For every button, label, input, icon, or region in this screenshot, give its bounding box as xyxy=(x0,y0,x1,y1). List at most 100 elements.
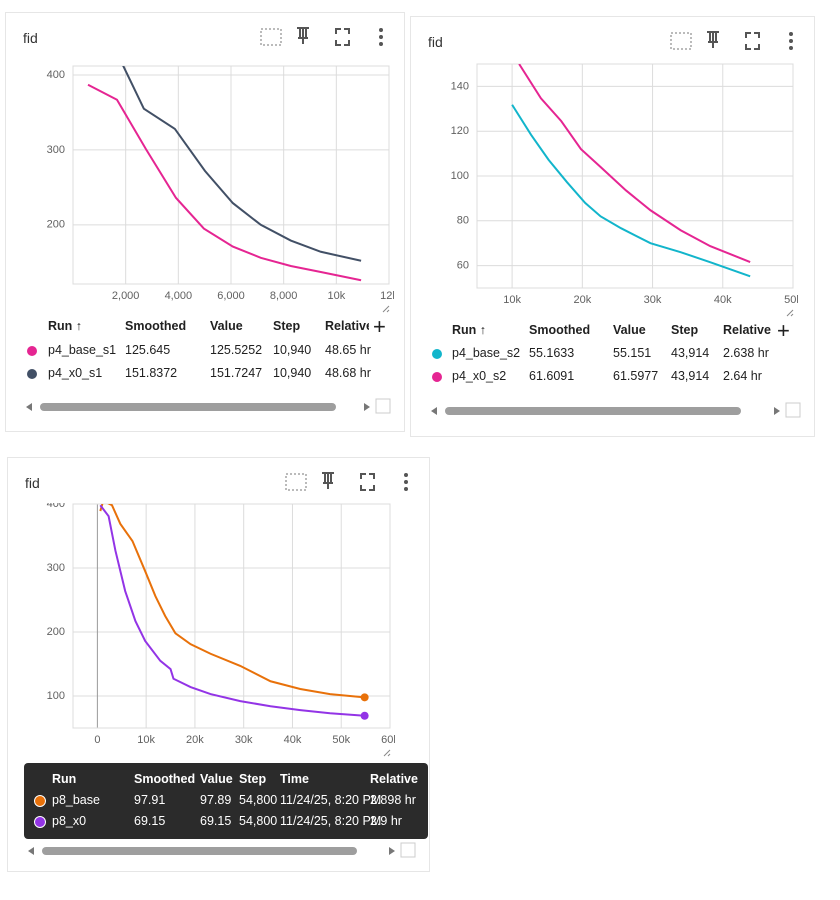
x-tick-label: 40k xyxy=(714,294,732,306)
end-marker xyxy=(360,693,369,702)
x-tick-label: 4,000 xyxy=(165,290,193,302)
menu-icon[interactable] xyxy=(789,46,793,50)
table-cell: 55.151 xyxy=(613,346,652,360)
pin-icon[interactable] xyxy=(297,27,309,44)
legend-dot xyxy=(27,346,37,356)
table-cell: 10,940 xyxy=(273,343,312,357)
pin-icon[interactable] xyxy=(707,31,719,48)
x-tick-label: 50k xyxy=(332,734,350,746)
scroll-right[interactable] xyxy=(364,403,370,411)
x-tick-label: 2,000 xyxy=(112,290,140,302)
tooltip-header: Smoothed xyxy=(134,772,196,786)
scroll-right[interactable] xyxy=(389,847,395,855)
add-column[interactable]: + xyxy=(777,318,790,343)
table-header: Smoothed xyxy=(529,323,591,337)
menu-icon[interactable] xyxy=(404,473,408,477)
fit-icon[interactable] xyxy=(285,473,307,491)
table-header: Run ↑ xyxy=(48,319,83,333)
legend-dot xyxy=(27,369,37,379)
resize-box xyxy=(400,842,416,858)
end-marker xyxy=(360,711,369,720)
y-tick-label: 400 xyxy=(47,498,65,510)
x-tick-label: 40k xyxy=(284,734,302,746)
y-tick-label: 300 xyxy=(47,144,65,156)
chart-title: fid xyxy=(23,30,38,46)
resize-box xyxy=(785,402,801,418)
chart-title: fid xyxy=(25,475,40,491)
tooltip-cell: 11/24/25, 8:20 PM xyxy=(280,793,382,807)
table-cell: 61.6091 xyxy=(529,369,575,383)
x-tick-label: 12k xyxy=(380,290,398,302)
y-tick-label: 400 xyxy=(47,69,65,81)
y-tick-label: 100 xyxy=(47,690,65,702)
tooltip-cell: 69.15 xyxy=(134,814,166,828)
scroll-right[interactable] xyxy=(774,407,780,415)
fit-icon[interactable] xyxy=(260,28,282,46)
series-line xyxy=(511,104,751,278)
tooltip-cell: 97.91 xyxy=(134,793,166,807)
menu-icon[interactable] xyxy=(789,39,793,43)
menu-icon[interactable] xyxy=(404,487,408,491)
y-tick-label: 60 xyxy=(457,260,469,272)
y-tick-label: 120 xyxy=(451,125,469,137)
legend-dot xyxy=(34,816,46,828)
x-tick-label: 10k xyxy=(137,734,155,746)
menu-icon[interactable] xyxy=(379,35,383,39)
menu-icon[interactable] xyxy=(404,480,408,484)
run-name: p4_x0_s1 xyxy=(48,366,103,380)
fullscreen-icon[interactable] xyxy=(745,32,760,50)
plot-frame xyxy=(72,65,390,285)
scrollbar[interactable] xyxy=(40,403,336,411)
menu-icon[interactable] xyxy=(789,32,793,36)
x-tick-label: 6,000 xyxy=(217,290,245,302)
menu-icon[interactable] xyxy=(379,42,383,46)
tooltip-cell: 2.9 hr xyxy=(370,814,402,828)
table-cell: 151.7247 xyxy=(210,366,263,380)
resize-box xyxy=(375,398,391,414)
table-header: Relative xyxy=(723,323,771,337)
table-cell: 151.8372 xyxy=(125,366,178,380)
tooltip-cell: 54,800 xyxy=(239,793,278,807)
add-column[interactable]: + xyxy=(373,314,386,339)
run-name: p8_x0 xyxy=(52,814,87,828)
scroll-left[interactable] xyxy=(431,407,437,415)
tooltip-cell: 2.898 hr xyxy=(370,793,416,807)
table-cell: 43,914 xyxy=(671,346,710,360)
x-tick-label: 8,000 xyxy=(270,290,298,302)
x-tick-label: 30k xyxy=(644,294,662,306)
menu-icon[interactable] xyxy=(379,28,383,32)
tooltip-header: Run xyxy=(52,772,77,786)
scroll-left[interactable] xyxy=(28,847,34,855)
table-header: Smoothed xyxy=(125,319,187,333)
series-line xyxy=(99,504,365,699)
table-header: Step xyxy=(273,319,301,333)
x-tick-label: 10k xyxy=(503,294,521,306)
card: fid 60 80 100 120 140 10k 20k 30k 40k 50k Run ↑ Smoo… xyxy=(410,16,815,437)
table-header: Value xyxy=(210,319,243,333)
x-tick-label: 20k xyxy=(573,294,591,306)
table-header: Step xyxy=(671,323,699,337)
fit-icon[interactable] xyxy=(670,32,692,50)
run-name: p4_base_s2 xyxy=(452,346,521,360)
y-tick-label: 140 xyxy=(451,80,469,92)
table-cell: 43,914 xyxy=(671,369,710,383)
scrollbar[interactable] xyxy=(445,407,741,415)
tooltip-cell: 11/24/25, 8:20 PM xyxy=(280,814,382,828)
table-header: Value xyxy=(613,323,646,337)
legend-dot xyxy=(34,795,46,807)
x-tick-label: 60k xyxy=(381,734,399,746)
table-cell: 10,940 xyxy=(273,366,312,380)
fullscreen-icon[interactable] xyxy=(360,473,375,491)
scroll-left[interactable] xyxy=(26,403,32,411)
x-tick-label: 20k xyxy=(186,734,204,746)
pin-icon[interactable] xyxy=(322,472,334,489)
table-cell: 61.5977 xyxy=(613,369,659,383)
tooltip-cell: 69.15 xyxy=(200,814,232,828)
plot-frame xyxy=(476,63,794,289)
series-line xyxy=(87,83,362,282)
fullscreen-icon[interactable] xyxy=(335,28,350,46)
scrollbar[interactable] xyxy=(42,847,357,855)
chart: 100 200 300 400 0 10k 20k 30k 40k 50k 60k xyxy=(28,472,416,858)
table-header: Relative xyxy=(325,319,369,333)
